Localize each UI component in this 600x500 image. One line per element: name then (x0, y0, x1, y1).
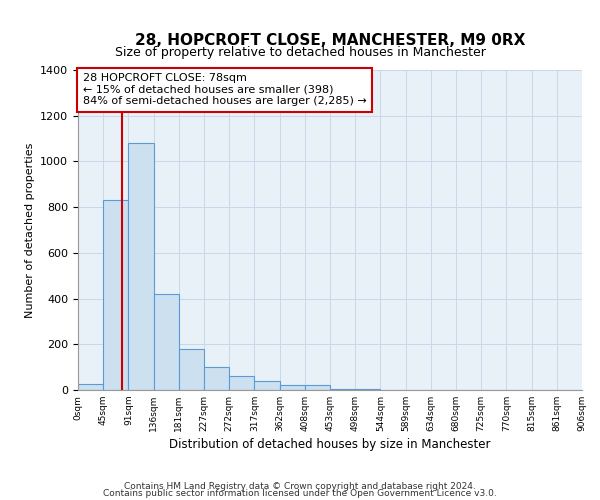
Y-axis label: Number of detached properties: Number of detached properties (25, 142, 35, 318)
Title: 28, HOPCROFT CLOSE, MANCHESTER, M9 0RX: 28, HOPCROFT CLOSE, MANCHESTER, M9 0RX (135, 33, 525, 48)
Bar (78, 384, 103, 390)
Bar (330, 389, 355, 390)
Bar (128, 143, 154, 390)
Bar (154, 294, 179, 390)
Text: 28 HOPCROFT CLOSE: 78sqm
← 15% of detached houses are smaller (398)
84% of semi-: 28 HOPCROFT CLOSE: 78sqm ← 15% of detach… (83, 73, 367, 106)
Bar (103, 200, 128, 390)
Bar (179, 349, 204, 390)
Text: Contains public sector information licensed under the Open Government Licence v3: Contains public sector information licen… (103, 490, 497, 498)
Bar (305, 386, 330, 390)
Text: Size of property relative to detached houses in Manchester: Size of property relative to detached ho… (115, 46, 485, 59)
Bar (280, 386, 305, 390)
Bar (254, 381, 280, 390)
Text: Contains HM Land Registry data © Crown copyright and database right 2024.: Contains HM Land Registry data © Crown c… (124, 482, 476, 491)
X-axis label: Distribution of detached houses by size in Manchester: Distribution of detached houses by size … (169, 438, 491, 451)
Bar (229, 376, 254, 390)
Bar (204, 367, 229, 390)
Bar (355, 389, 380, 390)
